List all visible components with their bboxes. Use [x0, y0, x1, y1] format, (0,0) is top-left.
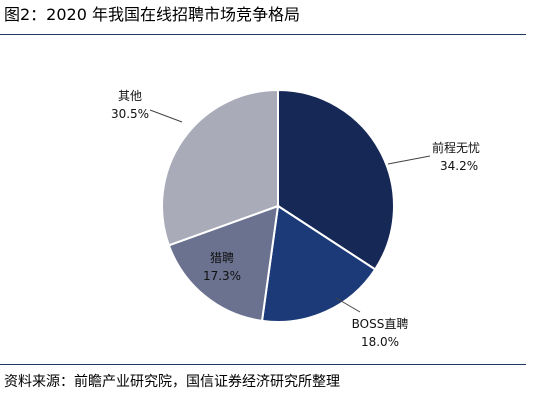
slice-labels: 前程无忧 34.2% BOSS直聘 18.0% 猎聘 17.3% 其他 30.5%	[111, 89, 480, 349]
footer-divider	[0, 364, 526, 365]
slice-name-label: 其他	[118, 89, 142, 103]
title-divider	[0, 34, 526, 35]
slice-name-label: BOSS直聘	[352, 317, 409, 331]
pie-chart: 前程无忧 34.2% BOSS直聘 18.0% 猎聘 17.3% 其他 30.5%	[111, 88, 480, 349]
pie-slice	[161, 88, 279, 247]
slice-value-label: 34.2%	[440, 159, 478, 173]
slice-name-label: 猎聘	[210, 251, 234, 265]
slice-value-label: 18.0%	[361, 335, 399, 349]
leader-line	[387, 155, 431, 165]
slice-name-label: 前程无忧	[432, 140, 480, 155]
leader-line	[149, 109, 183, 123]
leader-line	[335, 297, 361, 313]
slice-value-label: 30.5%	[111, 107, 149, 121]
leader-lines	[149, 109, 431, 313]
source-note: 资料来源：前瞻产业研究院，国信证券经济研究所整理	[4, 374, 340, 390]
pie-slice	[260, 204, 377, 323]
pie-slice	[167, 204, 280, 323]
page-title: 图2：2020 年我国在线招聘市场竞争格局	[4, 5, 300, 24]
pie-slices	[161, 88, 395, 323]
slice-value-label: 17.3%	[203, 269, 241, 283]
